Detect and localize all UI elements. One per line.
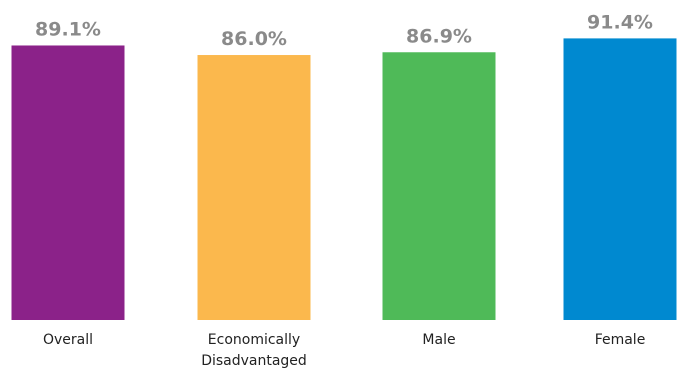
bar-2: [382, 52, 496, 320]
category-label-2: Male: [422, 332, 455, 348]
bar-0: [11, 45, 125, 320]
value-label-3: 91.4%: [587, 11, 653, 33]
bar-1: [197, 55, 311, 321]
value-label-2: 86.9%: [406, 25, 472, 47]
value-label-1: 86.0%: [221, 28, 287, 50]
category-label-1-line-1: Disadvantaged: [201, 353, 307, 369]
bar-3: [563, 38, 677, 320]
category-label-1-line-0: Economically: [208, 332, 300, 348]
category-label-3: Female: [595, 332, 646, 348]
category-label-0: Overall: [43, 332, 93, 348]
value-label-0: 89.1%: [35, 18, 101, 40]
